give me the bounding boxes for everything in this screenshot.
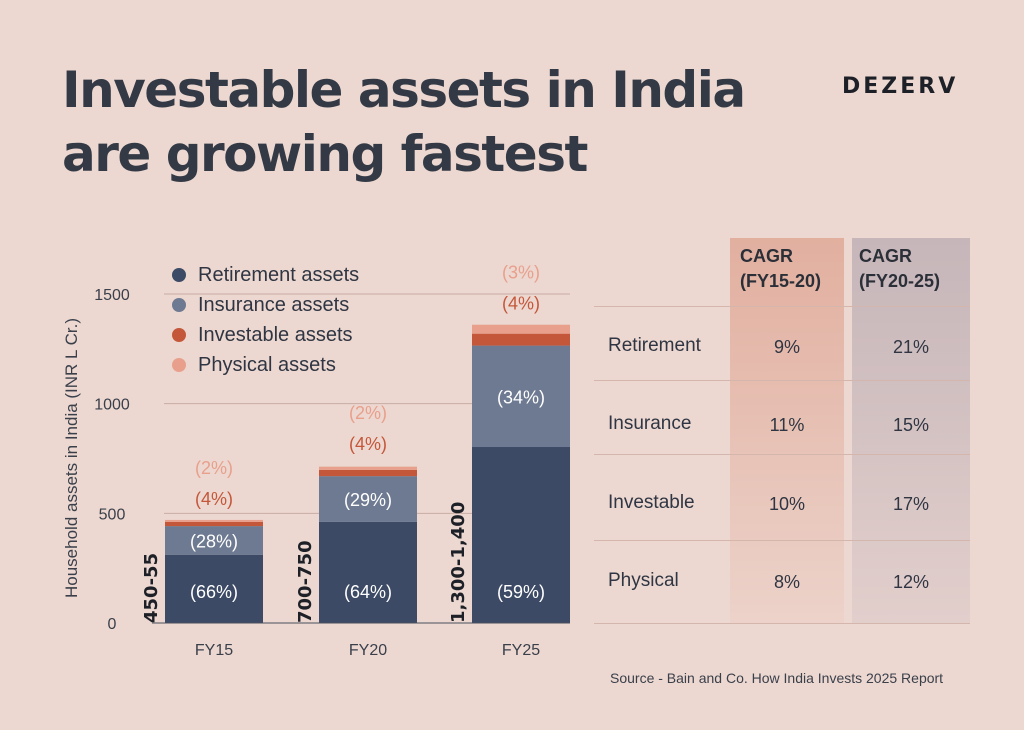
bar-total-label: 1,300-1,400: [448, 502, 469, 623]
bar-segment-physical-assets: [165, 519, 263, 522]
cagr-header-fy20-25-line2: (FY20-25): [859, 271, 941, 291]
row-label-insurance: Insurance: [608, 413, 692, 434]
bar-data-label: (2%): [349, 403, 387, 423]
bar-data-label: (29%): [344, 490, 392, 510]
bar-segment-investable-assets: [165, 521, 263, 527]
brand-logo: DEZERV: [842, 74, 959, 99]
row-label-retirement: Retirement: [608, 335, 701, 356]
bar-segment-physical-assets: [319, 466, 417, 470]
legend-label-investable: Investable assets: [198, 323, 353, 346]
cagr-header-fy20-25: CAGR (FY20-25): [859, 244, 940, 294]
row-divider: [594, 623, 970, 624]
cell-investable-fy20-25: 17%: [892, 494, 930, 514]
bar-segment-physical-assets: [472, 324, 570, 334]
stacked-bar-chart: 0 500 1000 1500 Household assets in India (I…: [62, 263, 570, 659]
y-tick-label: 1000: [94, 397, 130, 414]
bar-segment-insurance-assets: [319, 476, 417, 522]
cell-insurance-fy15-20: 11%: [769, 415, 805, 435]
page-title: Investable assets in India are growing f…: [62, 58, 782, 186]
chart-legend: Retirement assets Insurance assets Inves…: [172, 260, 359, 380]
legend-swatch-physical: [172, 358, 186, 372]
cell-physical-fy20-25: 12%: [892, 572, 930, 592]
y-axis-label: Household assets in India (INR L Cr.): [62, 318, 81, 598]
x-tick-label: FY20: [349, 642, 387, 659]
cell-retirement-fy20-25: 21%: [892, 337, 930, 357]
bar-segment-retirement-assets: [472, 447, 570, 623]
cagr-header-fy20-25-line1: CAGR: [859, 246, 912, 266]
bar-data-label: (59%): [497, 582, 545, 602]
legend-item-investable: Investable assets: [172, 320, 359, 350]
bar-segment-retirement-assets: [165, 554, 263, 623]
cell-retirement-fy15-20: 9%: [773, 337, 800, 357]
x-tick-label: FY15: [195, 642, 233, 659]
cell-insurance-fy20-25: 15%: [892, 415, 930, 435]
legend-swatch-retirement: [172, 268, 186, 282]
bar-data-label: (28%): [190, 532, 238, 552]
legend-item-retirement: Retirement assets: [172, 260, 359, 290]
bar-segment-retirement-assets: [319, 521, 417, 623]
bar-segment-insurance-assets: [165, 526, 263, 555]
title-line-1: Investable assets in India: [62, 61, 746, 119]
bar-data-label: (4%): [349, 434, 387, 454]
title-line-2: are growing fastest: [62, 125, 588, 183]
legend-label-retirement: Retirement assets: [198, 263, 360, 286]
cagr-col-fy20-25-bg: [852, 238, 970, 624]
row-label-physical: Physical: [608, 570, 679, 591]
legend-label-physical: Physical assets: [198, 353, 336, 376]
row-label-investable: Investable: [608, 492, 695, 513]
cagr-header-fy15-20-line1: CAGR: [740, 246, 793, 266]
bar-segment-investable-assets: [472, 333, 570, 346]
legend-item-insurance: Insurance assets: [172, 290, 359, 320]
legend-swatch-investable: [172, 328, 186, 342]
row-divider: [594, 306, 970, 307]
bar-total-label: 700-750: [295, 540, 316, 623]
cagr-header-fy15-20: CAGR (FY15-20): [740, 244, 821, 294]
cell-physical-fy15-20: 8%: [773, 572, 800, 592]
row-divider: [594, 380, 970, 381]
legend-item-physical: Physical assets: [172, 350, 359, 380]
x-tick-label: FY25: [502, 642, 540, 659]
bar-data-label: (34%): [497, 387, 545, 407]
bar-data-label: (2%): [195, 458, 233, 478]
row-divider: [594, 454, 970, 455]
bar-segment-investable-assets: [319, 469, 417, 477]
y-tick-label: 500: [99, 506, 126, 523]
cagr-table: CAGR (FY15-20) CAGR (FY20-25) Retirement…: [594, 238, 970, 624]
cagr-col-fy15-20-bg: [730, 238, 844, 624]
bar-data-label: (4%): [195, 489, 233, 509]
bar-data-label: (3%): [502, 263, 540, 283]
row-divider: [594, 540, 970, 541]
y-tick-label: 0: [108, 616, 117, 633]
cell-investable-fy15-20: 10%: [768, 494, 806, 514]
bar-total-label: 450-55: [141, 553, 162, 623]
bar-data-label: (64%): [344, 582, 392, 602]
bar-segment-insurance-assets: [472, 345, 570, 448]
bar-data-label: (4%): [502, 294, 540, 314]
bar-data-label: (66%): [190, 582, 238, 602]
legend-label-insurance: Insurance assets: [198, 293, 350, 316]
cagr-header-fy15-20-line2: (FY15-20): [740, 271, 822, 291]
legend-swatch-insurance: [172, 298, 186, 312]
source-note: Source - Bain and Co. How India Invests …: [610, 670, 944, 686]
y-tick-label: 1500: [94, 287, 130, 304]
